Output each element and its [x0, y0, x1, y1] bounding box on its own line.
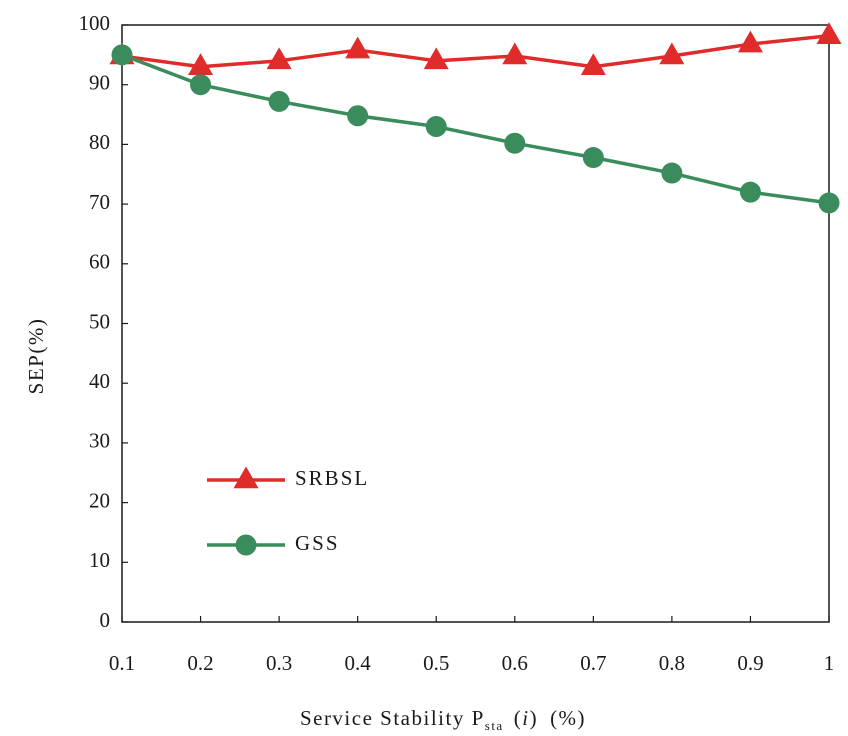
x-tick-label: 0.2	[187, 651, 213, 675]
x-axis-title-paren-close: )	[530, 706, 539, 730]
data-point-gss	[739, 181, 761, 203]
x-tick-label: 0.6	[502, 651, 528, 675]
data-point-srbsl	[266, 47, 292, 70]
data-point-srbsl	[423, 47, 449, 70]
x-tick-label: 0.5	[423, 651, 449, 675]
x-tick-label: 1	[824, 651, 835, 675]
legend: SRBSL GSS	[207, 466, 369, 556]
data-point-gss	[818, 192, 840, 214]
x-tick-label: 0.7	[580, 651, 606, 675]
data-point-gss	[190, 74, 212, 96]
y-tick-label: 60	[89, 250, 110, 274]
data-point-gss	[425, 115, 447, 137]
x-axis-ticks: 0.1 0.2 0.3 0.4 0.5 0.6 0.7 0.8 0.9 1	[109, 616, 834, 675]
y-tick-label: 10	[89, 548, 110, 572]
x-axis-title: Service Stability Psta (i) (%)	[300, 706, 586, 733]
data-point-gss	[582, 147, 604, 169]
legend-marker-gss	[235, 534, 257, 556]
data-point-gss	[347, 105, 369, 127]
y-axis-ticks: 0 10 20 30 40 50 60 70 80 90 100	[79, 11, 128, 632]
y-tick-label: 100	[79, 11, 111, 35]
y-tick-label: 80	[89, 130, 110, 154]
y-tick-label: 20	[89, 488, 110, 512]
data-point-srbsl	[816, 22, 842, 45]
y-tick-label: 70	[89, 190, 110, 214]
data-point-gss	[661, 162, 683, 184]
series-line-srbsl	[121, 34, 830, 69]
data-point-srbsl	[345, 36, 371, 59]
plot-frame	[121, 24, 830, 623]
y-axis-title: SEP(%)	[24, 318, 48, 395]
y-tick-label: 50	[89, 309, 110, 333]
data-point-srbsl	[659, 42, 685, 65]
data-point-gss	[268, 90, 290, 112]
y-tick-label: 90	[89, 71, 110, 95]
y-tick-label: 30	[89, 429, 110, 453]
x-tick-label: 0.4	[345, 651, 372, 675]
y-tick-label: 40	[89, 369, 110, 393]
data-point-gss	[111, 44, 133, 66]
legend-label-gss: GSS	[295, 531, 340, 555]
x-axis-title-subscript: sta	[485, 718, 504, 733]
x-axis-title-main: Service Stability P	[300, 706, 485, 730]
x-axis-title-paren-open: (	[514, 706, 523, 730]
x-tick-label: 0.3	[266, 651, 292, 675]
data-point-gss	[504, 132, 526, 154]
x-axis-title-unit: (%)	[550, 706, 586, 730]
plot-axes	[121, 24, 830, 623]
series-lines	[121, 34, 830, 205]
legend-label-srbsl: SRBSL	[295, 466, 369, 490]
x-tick-label: 0.8	[659, 651, 685, 675]
y-tick-label: 0	[100, 608, 111, 632]
series-line-gss	[121, 53, 830, 205]
x-tick-label: 0.1	[109, 651, 135, 675]
series-markers	[109, 22, 842, 214]
data-point-srbsl	[737, 30, 763, 53]
x-tick-label: 0.9	[737, 651, 763, 675]
legend-item-srbsl: SRBSL	[207, 466, 369, 490]
x-axis-title-variable: i	[522, 706, 529, 730]
legend-item-gss: GSS	[207, 531, 340, 556]
data-point-srbsl	[502, 42, 528, 65]
legend-marker-srbsl	[233, 466, 259, 489]
data-point-srbsl	[580, 53, 606, 76]
data-point-srbsl	[188, 53, 214, 76]
